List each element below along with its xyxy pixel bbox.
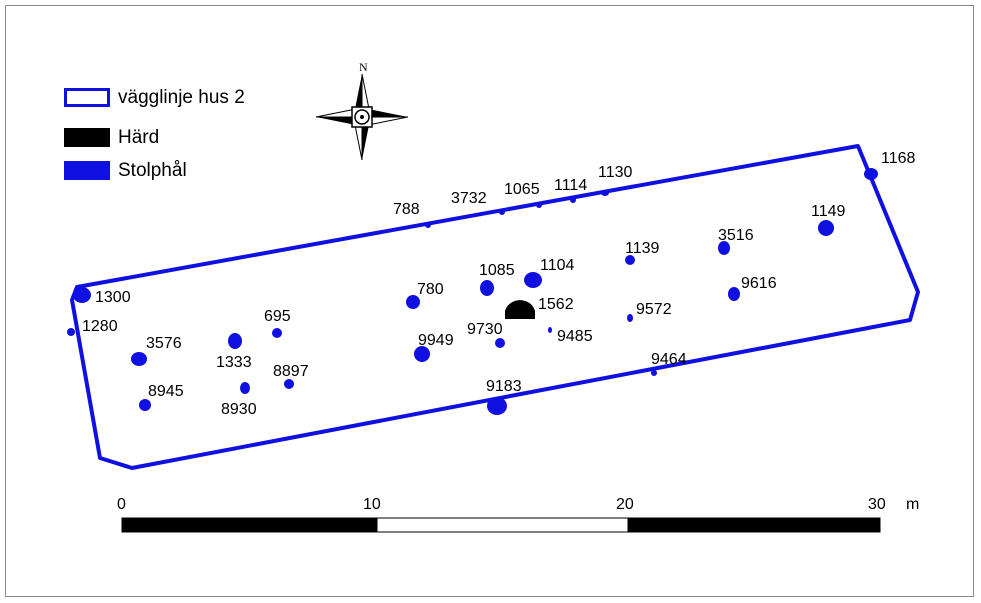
- posthole-label-9949: 9949: [418, 332, 454, 349]
- legend-swatch-outline: [64, 88, 110, 107]
- posthole-label-1280: 1280: [82, 318, 118, 335]
- posthole-label-9572: 9572: [636, 301, 672, 318]
- posthole-label-1300: 1300: [95, 289, 131, 306]
- legend-label-wall-line: vägglinje hus 2: [118, 87, 245, 108]
- posthole-label-1139: 1139: [625, 240, 660, 257]
- hearth-feature: [505, 300, 535, 319]
- scale-segment-10-20: [376, 517, 629, 533]
- posthole-label-9183: 9183: [486, 378, 522, 395]
- posthole-1085: [480, 280, 494, 296]
- posthole-9183: [487, 397, 507, 415]
- posthole-9616: [728, 287, 740, 301]
- posthole-labels-layer: 1300 1280 3576 8945 1333 695 8930 8897 788 780 994…: [82, 150, 916, 418]
- posthole-label-9485: 9485: [557, 328, 593, 345]
- posthole-3576: [131, 352, 147, 366]
- posthole-label-788: 788: [393, 201, 420, 218]
- posthole-label-3732: 3732: [451, 190, 487, 207]
- posthole-label-9464: 9464: [651, 351, 687, 368]
- posthole-9949: [414, 346, 430, 362]
- posthole-label-1104: 1104: [540, 257, 575, 274]
- posthole-label-1130: 1130: [598, 164, 633, 181]
- posthole-label-8930: 8930: [221, 401, 257, 418]
- legend-item-wall-line: vägglinje hus 2: [64, 86, 324, 110]
- posthole-label-8945: 8945: [148, 383, 184, 400]
- scale-segment-20-30: [627, 517, 881, 533]
- scale-tick-20: 20: [616, 496, 634, 513]
- legend-swatch-hearth: [64, 128, 110, 147]
- posthole-695: [272, 328, 282, 338]
- legend-item-hearth: Härd: [64, 126, 324, 150]
- posthole-8945: [139, 399, 151, 411]
- scale-unit: m: [906, 496, 919, 513]
- posthole-label-1333: 1333: [216, 354, 252, 371]
- posthole-1280: [67, 328, 75, 336]
- posthole-1149: [818, 220, 834, 236]
- posthole-label-780: 780: [417, 281, 444, 298]
- posthole-label-3516: 3516: [718, 227, 754, 244]
- scale-segment-0-10: [121, 517, 378, 533]
- posthole-label-695: 695: [264, 308, 291, 325]
- scale-tick-0: 0: [117, 496, 126, 513]
- posthole-1168: [864, 168, 878, 180]
- legend-label-hearth: Härd: [118, 127, 160, 148]
- posthole-3732: [499, 209, 505, 215]
- posthole-9464: [651, 370, 657, 376]
- posthole-780: [406, 295, 420, 309]
- posthole-788: [425, 222, 431, 228]
- legend-item-posthole: Stolphål: [64, 159, 324, 183]
- posthole-1104: [524, 272, 542, 288]
- north-letter: N: [359, 60, 368, 74]
- hearth-label: 1562: [538, 296, 574, 313]
- posthole-1139: [625, 255, 635, 265]
- scale-tick-30: 30: [868, 496, 886, 513]
- posthole-1130: [601, 190, 609, 196]
- posthole-8930: [240, 382, 250, 394]
- posthole-9730: [495, 338, 505, 348]
- scale-tick-10: 10: [363, 496, 381, 513]
- posthole-label-1168: 1168: [881, 150, 916, 167]
- posthole-1333: [228, 333, 242, 349]
- posthole-label-1114: 1114: [554, 177, 587, 194]
- posthole-8897: [284, 379, 294, 389]
- scale-bar: 0 10 20 30 m: [117, 496, 919, 533]
- posthole-label-9730: 9730: [467, 321, 503, 338]
- posthole-9572: [627, 314, 633, 322]
- posthole-label-9616: 9616: [741, 275, 777, 292]
- posthole-1065: [536, 202, 542, 208]
- posthole-label-8897: 8897: [273, 363, 309, 380]
- posthole-label-3576: 3576: [146, 335, 182, 352]
- legend-label-posthole: Stolphål: [118, 160, 187, 181]
- posthole-3516: [718, 241, 730, 255]
- posthole-1300: [73, 287, 91, 303]
- posthole-9485: [548, 327, 552, 333]
- postholes-layer: [67, 168, 878, 415]
- map-frame: [5, 5, 974, 597]
- legend-swatch-posthole: [64, 161, 110, 180]
- posthole-1114: [570, 197, 576, 203]
- posthole-label-1149: 1149: [811, 203, 846, 220]
- wall-line-house-2: [70, 144, 920, 470]
- posthole-label-1085: 1085: [479, 262, 515, 279]
- posthole-label-1065: 1065: [504, 181, 540, 198]
- north-arrow-icon: N: [315, 60, 409, 161]
